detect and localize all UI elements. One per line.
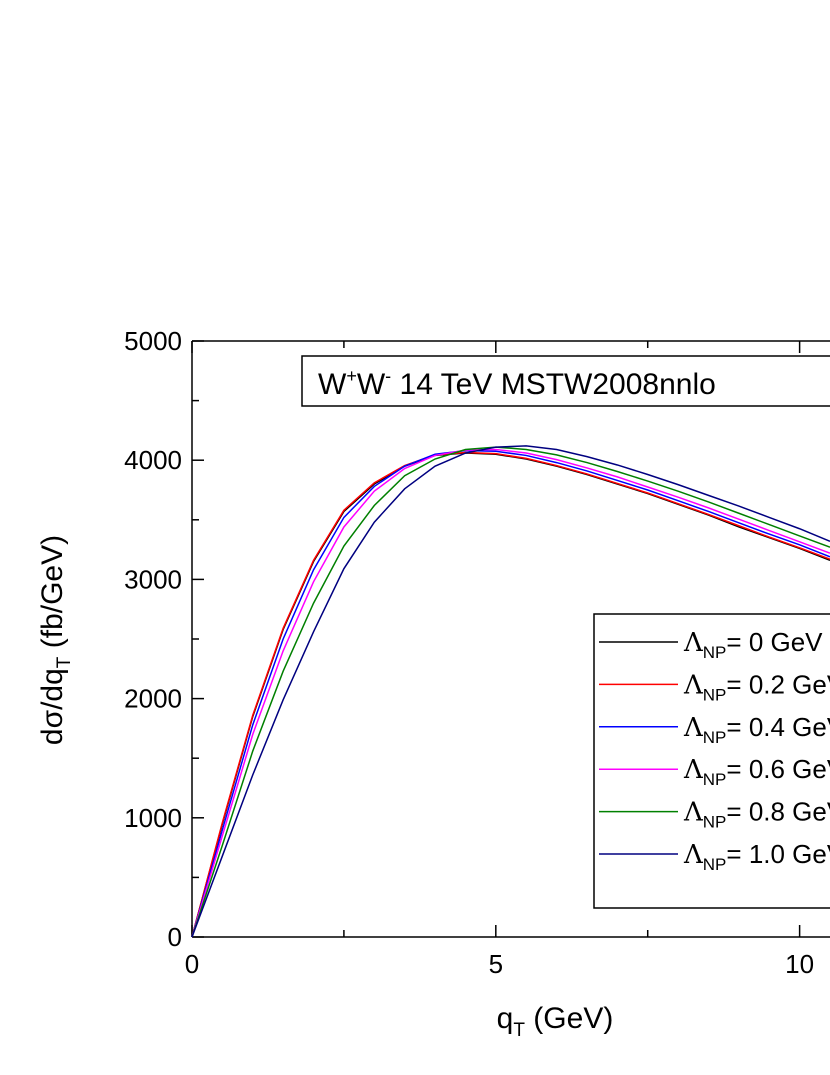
y-tick-label: 0 — [168, 922, 182, 952]
legend-name: = 0 GeV — [726, 627, 823, 657]
legend-label: ΛNP= 0.6 GeV — [683, 754, 830, 789]
legend-label: ΛNP= 0.4 GeV — [683, 712, 830, 747]
legend-subscript: NP — [703, 770, 727, 789]
legend-name: = 0.2 GeV — [726, 669, 830, 699]
legend-label: ΛNP= 1.0 GeV — [683, 839, 830, 874]
y-tick-label: 5000 — [124, 326, 182, 356]
title-text: W — [357, 368, 386, 401]
series-line — [191, 445, 830, 938]
legend-symbol: Λ — [683, 755, 704, 785]
series-line — [191, 446, 830, 938]
x-tick-label: 0 — [185, 949, 199, 979]
legend-name: = 1.0 GeV — [726, 839, 830, 869]
series-line — [191, 448, 830, 938]
chart-title: W+W- 14 TeV MSTW2008nnlo — [318, 366, 716, 401]
legend-subscript: NP — [703, 685, 727, 704]
legend-box — [593, 613, 830, 909]
legend-symbol: Λ — [683, 713, 704, 743]
title-text: 14 TeV MSTW2008nnlo — [391, 368, 716, 401]
legend-symbol: Λ — [683, 628, 704, 658]
title-sup: - — [385, 366, 391, 386]
x-label-text: q — [497, 1002, 514, 1035]
y-label-text: dσ/dq — [36, 668, 69, 745]
legend-symbol: Λ — [683, 840, 704, 870]
title-box — [301, 355, 830, 407]
title-sup: + — [346, 366, 357, 386]
legend-subscript: NP — [703, 813, 727, 832]
legend-symbol: Λ — [683, 670, 704, 700]
y-tick-label: 2000 — [124, 684, 182, 714]
series-line — [191, 451, 830, 938]
legend-subscript: NP — [703, 855, 727, 874]
legend-name: = 0.8 GeV — [726, 797, 830, 827]
x-label-sub: T — [513, 1020, 525, 1041]
series-line — [191, 449, 830, 938]
y-tick-label: 3000 — [124, 564, 182, 594]
legend-subscript: NP — [703, 643, 727, 662]
legend-symbol: Λ — [683, 798, 704, 828]
title-text: W — [318, 368, 347, 401]
legend-subscript: NP — [703, 728, 727, 747]
legend-name: = 0.4 GeV — [726, 712, 830, 742]
x-tick-label: 5 — [489, 949, 503, 979]
x-label-text: (GeV) — [525, 1002, 613, 1035]
x-tick-label: 10 — [785, 949, 814, 979]
y-label-sub: T — [54, 656, 75, 668]
y-tick-label: 1000 — [124, 803, 182, 833]
legend-label: ΛNP= 0.8 GeV — [683, 797, 830, 832]
y-tick-label: 4000 — [124, 445, 182, 475]
y-axis-label: dσ/dqT (fb/GeV) — [36, 535, 75, 745]
legend-label: ΛNP= 0.2 GeV — [683, 669, 830, 704]
x-axis-label: qT (GeV) — [497, 1002, 614, 1041]
y-label-text: (fb/GeV) — [36, 535, 69, 657]
legend-name: = 0.6 GeV — [726, 754, 830, 784]
legend-label: ΛNP= 0 GeV — [683, 627, 823, 662]
